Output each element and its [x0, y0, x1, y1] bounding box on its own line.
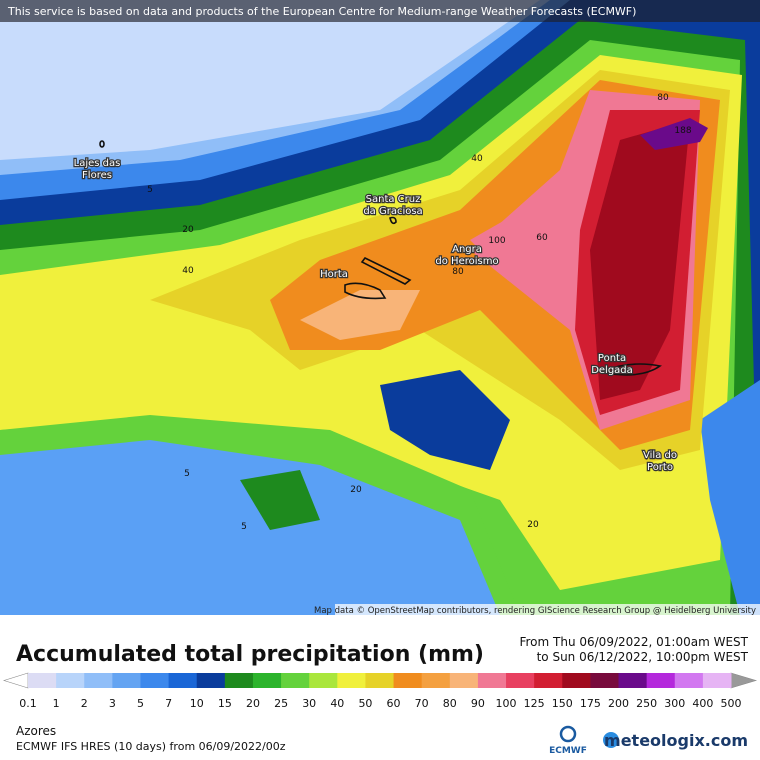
place-label: do Heroismo: [435, 256, 498, 267]
legend-label: 0.1: [19, 697, 37, 710]
legend-swatch: [112, 673, 141, 688]
contour-label: 40: [471, 154, 483, 164]
banner: This service is based on data and produc…: [7, 5, 636, 18]
legend-label: 50: [358, 697, 372, 710]
legend-label: 125: [524, 697, 545, 710]
legend-swatch: [590, 673, 620, 688]
place-label: Porto: [647, 462, 673, 473]
legend-swatch: [506, 673, 535, 688]
legend-swatch: [646, 673, 676, 688]
legend-swatch: [421, 673, 451, 688]
legend-label: 500: [721, 697, 742, 710]
title: Accumulated total precipitation (mm): [16, 642, 484, 667]
model: ECMWF IFS HRES (10 days) from 06/09/2022…: [16, 740, 286, 753]
legend-swatch: [168, 673, 198, 688]
legend-label: 15: [218, 697, 232, 710]
legend-over: [730, 672, 758, 689]
legend-label: 90: [471, 697, 485, 710]
place-label: Vila do: [643, 450, 677, 461]
legend-swatch: [449, 673, 479, 688]
legend-swatch: [702, 673, 732, 688]
place-labels: Lajes das Flores Santa Cruz da Graciosa …: [72, 157, 678, 475]
legend-label: 100: [496, 697, 517, 710]
region: Azores: [16, 724, 56, 738]
period-from: From Thu 06/09/2022, 01:00am WEST: [519, 635, 748, 649]
place-label: Santa Cruz: [366, 194, 421, 205]
legend-label: 200: [608, 697, 629, 710]
legend-swatch: [140, 673, 170, 688]
legend-swatch: [196, 673, 226, 688]
contour-label: 188: [674, 126, 691, 136]
legend-swatch: [224, 673, 254, 688]
period-to: to Sun 06/12/2022, 10:00pm WEST: [537, 650, 749, 664]
contour-label: 5: [184, 469, 190, 479]
legend: 0.1 1 2 3 5 7 10 15 20 25 30 40 50 60 70 80 90 100 125 150 1…: [2, 672, 758, 710]
contour-label: 40: [182, 266, 194, 276]
legend-label: 250: [636, 697, 657, 710]
contour-label: 20: [182, 225, 194, 235]
legend-swatch: [393, 673, 423, 688]
legend-under: [2, 672, 29, 689]
contour-label: 80: [452, 267, 464, 277]
legend-label: 1: [53, 697, 60, 710]
legend-label: 70: [415, 697, 429, 710]
contour-label: 100: [488, 236, 505, 246]
map: Lajes das Flores Santa Cruz da Graciosa …: [0, 0, 760, 616]
contour-label: 80: [657, 93, 669, 103]
legend-label: 400: [692, 697, 713, 710]
legend-label: 3: [109, 697, 116, 710]
legend-swatch: [674, 673, 704, 688]
contour-labels: 40 5 20 40 80 188 100 60 80 5 20 5 20: [147, 93, 692, 532]
legend-swatch: [84, 673, 113, 688]
legend-swatch: [337, 673, 366, 688]
legend-label: 30: [302, 697, 316, 710]
place-label: Horta: [320, 269, 348, 280]
legend-label: 25: [274, 697, 288, 710]
ecmwf-logo: ECMWF: [549, 746, 587, 756]
place-label: Angra: [452, 244, 482, 255]
legend-label: 300: [664, 697, 685, 710]
legend-label: 80: [443, 697, 457, 710]
legend-label: 7: [165, 697, 172, 710]
attribution: Map data © OpenStreetMap contributors, r…: [314, 606, 756, 616]
legend-label: 10: [190, 697, 204, 710]
legend-label: 175: [580, 697, 601, 710]
contour-label: 5: [147, 185, 153, 195]
legend-swatch: [618, 673, 648, 688]
contour-label: 60: [536, 233, 548, 243]
legend-label: 20: [246, 697, 260, 710]
legend-swatch: [28, 673, 57, 688]
place-label: Ponta: [598, 353, 626, 364]
legend-swatch: [252, 673, 282, 688]
legend-swatch: [477, 673, 507, 688]
legend-label: 40: [330, 697, 344, 710]
legend-label: 60: [387, 697, 401, 710]
place-label: Delgada: [591, 365, 633, 376]
legend-swatch: [281, 673, 310, 688]
contour-label: 20: [527, 520, 539, 530]
place-label: da Graciosa: [363, 206, 422, 217]
place-label: Flores: [82, 170, 112, 181]
legend-label: 2: [81, 697, 88, 710]
legend-label: 150: [552, 697, 573, 710]
legend-swatch: [365, 673, 395, 688]
contour-label: 5: [241, 522, 247, 532]
contour-label: 20: [350, 485, 362, 495]
brand: meteologix.com: [604, 731, 748, 750]
legend-swatch: [56, 673, 85, 688]
legend-swatch: [534, 673, 563, 688]
legend-swatch: [562, 673, 591, 688]
legend-swatch: [309, 673, 338, 688]
place-label: Lajes das: [74, 158, 121, 169]
legend-label: 5: [137, 697, 144, 710]
